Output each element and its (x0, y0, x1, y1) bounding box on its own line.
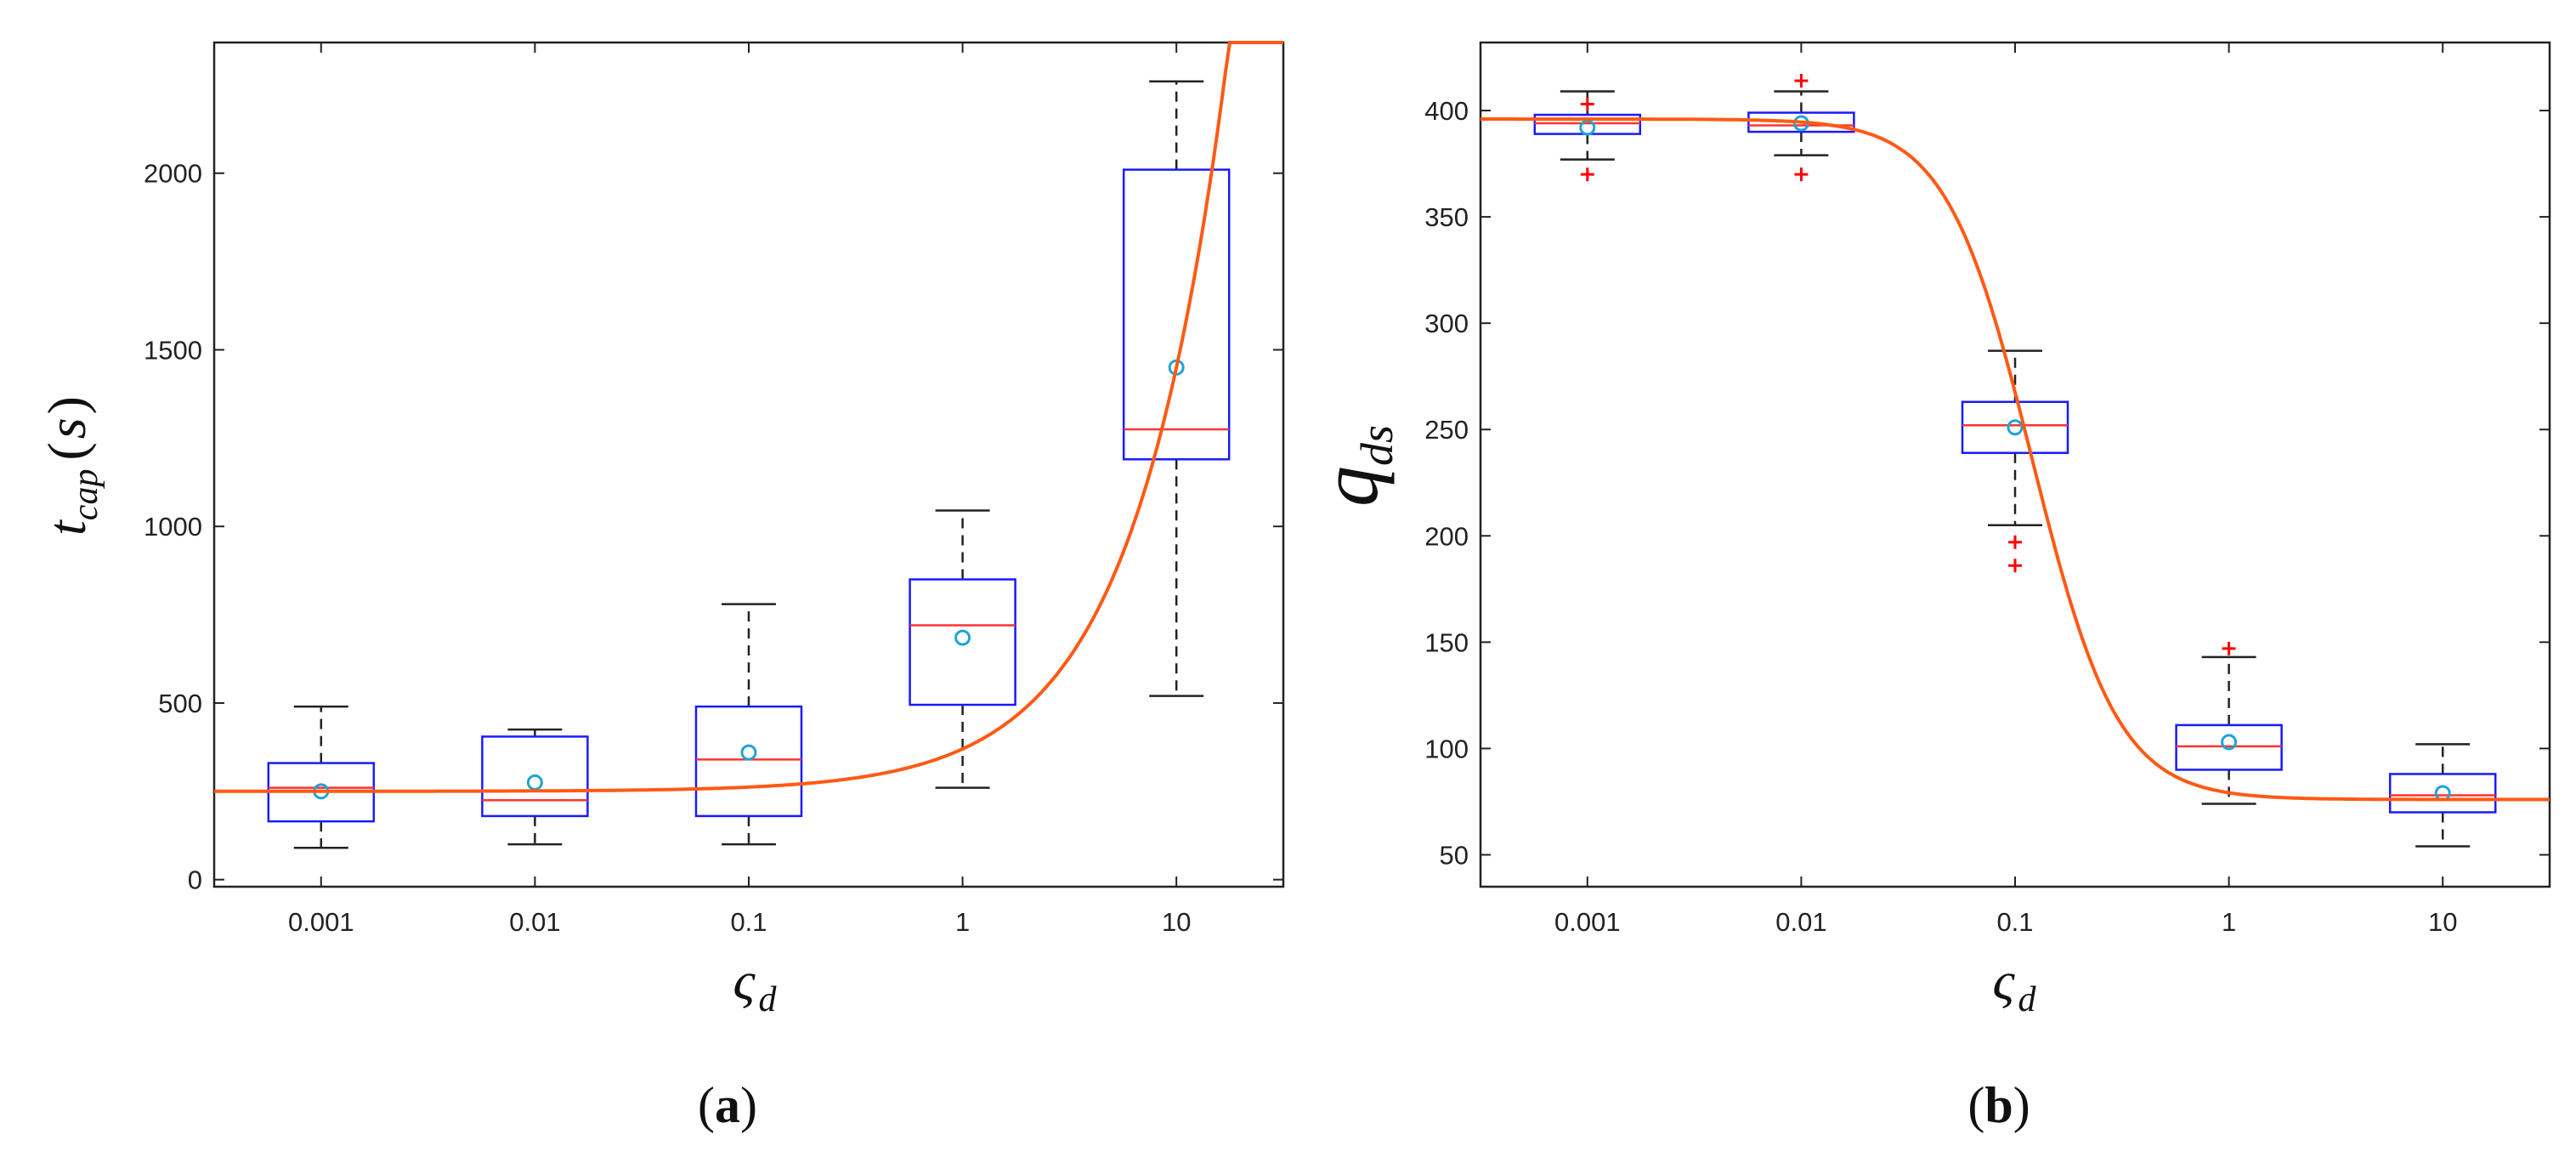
mean-marker (526, 774, 543, 791)
boxplot (481, 728, 589, 846)
x-axis-label-b: ςd (1993, 950, 2037, 1019)
panel-b-close: ) (2013, 1077, 2030, 1133)
y-label-paren-open-a: ( (37, 442, 97, 460)
panel-a-open: ( (698, 1077, 715, 1133)
y-axis-ticks-a: 0 500 1000 1500 2000 (144, 159, 1283, 895)
y-tick-label: 1000 (144, 512, 202, 542)
x-label-main-a: ς (733, 950, 756, 1011)
panel-b-letter: b (1984, 1077, 2013, 1133)
panel-label-a: (a) (698, 1077, 757, 1133)
y-tick-label: 200 (1424, 521, 1469, 551)
y-tick-label: 300 (1424, 309, 1469, 338)
boxplot (2388, 743, 2497, 848)
x-tick-label: 0.1 (730, 907, 767, 937)
iqr-box (694, 705, 803, 818)
iqr-box (481, 735, 589, 818)
y-label-sub-b: ds (1351, 425, 1402, 466)
x-tick-label: 0.01 (1775, 907, 1826, 937)
y-label-main-a: t (37, 519, 97, 536)
y-tick-label: 350 (1424, 202, 1469, 232)
y-tick-label: 1500 (144, 335, 202, 365)
outlier-marker (1580, 167, 1594, 182)
iqr-box (2388, 773, 2497, 814)
y-axis-label-b: qds (1304, 425, 1402, 507)
x-axis-ticks-b: 0.001 0.01 0.1 1 10 (1554, 43, 2457, 937)
fit-curve-line (1480, 117, 2550, 802)
y-axis-ticks-b: 50 100 150 200 250 300 350 400 (1424, 96, 2550, 870)
y-axis-label-a: tcap ( s) (37, 396, 105, 536)
x-label-main-b: ς (1993, 950, 2016, 1011)
boxplot (2175, 641, 2283, 805)
boxplot (1533, 90, 1642, 182)
boxplots-b (1533, 74, 2497, 848)
iqr-box (1122, 168, 1231, 461)
y-tick-label: 0 (188, 865, 202, 895)
panel-a-letter: a (715, 1077, 740, 1133)
panel-a-chart: 0 500 1000 1500 2000 0.001 0.01 0.1 1 10 tcap ( s)… (37, 41, 1285, 1133)
x-label-sub-a: d (758, 980, 777, 1019)
x-tick-label: 0.001 (1554, 907, 1621, 937)
mean-marker (2007, 419, 2024, 436)
fit-curve-a (213, 41, 1283, 793)
x-tick-label: 10 (1162, 907, 1191, 937)
iqr-box (1961, 400, 2069, 454)
fit-curve-line (213, 41, 1283, 793)
y-label-unit-a: s (37, 417, 97, 439)
y-label-main-b: q (1304, 466, 1395, 507)
x-axis-label-a: ςd (733, 950, 778, 1019)
boxplot (1122, 80, 1231, 697)
iqr-box (2175, 723, 2283, 771)
x-label-sub-b: d (2018, 980, 2036, 1019)
mean-marker (740, 744, 757, 761)
y-tick-label: 400 (1424, 96, 1469, 126)
y-label-sub-a: cap (66, 469, 105, 521)
x-tick-label: 1 (955, 907, 970, 937)
mean-marker (954, 629, 971, 646)
panel-b-open: ( (1967, 1077, 1984, 1133)
outlier-marker (2008, 535, 2022, 549)
outlier-marker (2222, 641, 2236, 655)
x-tick-label: 0.001 (288, 907, 354, 937)
outlier-marker (1794, 74, 1809, 88)
boxplot (694, 603, 803, 846)
x-tick-label: 0.1 (1996, 907, 2033, 937)
x-tick-label: 0.01 (509, 907, 560, 937)
mean-marker (2221, 734, 2238, 751)
y-tick-label: 250 (1424, 415, 1469, 445)
boxplot (909, 509, 1016, 789)
y-label-paren-close-a: ) (37, 396, 97, 414)
outlier-marker (2008, 559, 2022, 573)
iqr-box (909, 578, 1016, 706)
plot-area-b (1479, 41, 2551, 888)
panel-label-b: (b) (1967, 1077, 2030, 1133)
y-tick-label: 100 (1424, 734, 1469, 763)
y-tick-label: 500 (158, 689, 202, 718)
x-tick-label: 10 (2428, 907, 2457, 937)
outlier-marker (1794, 167, 1809, 182)
iqr-box (1747, 111, 1855, 133)
panel-a-close: ) (740, 1077, 757, 1133)
x-axis-ticks-a: 0.001 0.01 0.1 1 10 (288, 43, 1191, 937)
outlier-marker (1580, 97, 1594, 111)
boxplot (267, 705, 376, 849)
boxplots-a (267, 80, 1231, 849)
x-tick-label: 1 (2222, 907, 2236, 937)
y-tick-label: 50 (1440, 840, 1469, 870)
y-tick-label: 2000 (144, 159, 202, 189)
fit-curve-b (1480, 117, 2550, 802)
y-tick-label: 150 (1424, 627, 1469, 657)
